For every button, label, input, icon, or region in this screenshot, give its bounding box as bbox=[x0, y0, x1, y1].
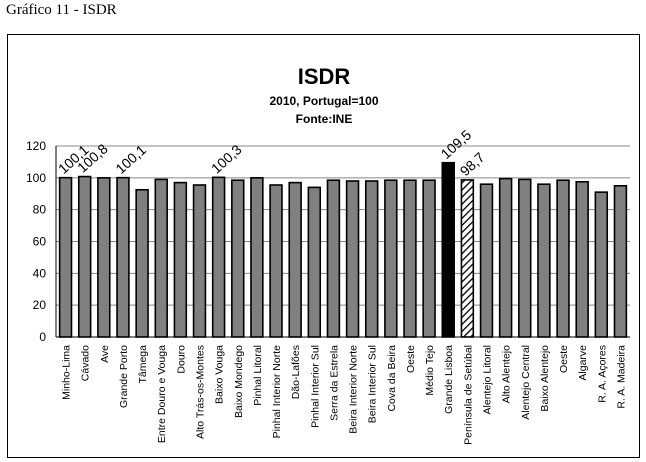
bar bbox=[116, 176, 130, 338]
chart-subtitle: 2010, Portugal=100 bbox=[269, 94, 378, 108]
bar bbox=[154, 178, 168, 338]
x-tick-label: Minho-Lima bbox=[61, 345, 73, 400]
x-tick-label: Algarve bbox=[577, 345, 589, 381]
x-tick-label: Grande Porto bbox=[118, 345, 130, 408]
bar bbox=[441, 161, 455, 338]
bar bbox=[97, 177, 111, 338]
x-tick-label: Ave bbox=[99, 345, 111, 363]
x-tick-label: Cova da Beira bbox=[386, 345, 398, 412]
bar bbox=[613, 184, 628, 338]
bar bbox=[537, 183, 551, 338]
y-tick-label: 120 bbox=[26, 139, 46, 153]
bar bbox=[345, 180, 360, 338]
bar bbox=[364, 180, 379, 338]
chart-source: Fonte:INE bbox=[296, 112, 353, 126]
bar bbox=[307, 186, 322, 338]
bar bbox=[384, 179, 398, 338]
bar bbox=[77, 175, 92, 338]
bars bbox=[58, 161, 628, 338]
y-tick-label: 100 bbox=[26, 171, 46, 185]
bar bbox=[498, 177, 513, 338]
x-tick-label: Alto Trás-os-Montes bbox=[195, 345, 207, 439]
x-tick-label: Baixo Alentejo bbox=[539, 345, 551, 412]
bar bbox=[173, 181, 188, 338]
bar bbox=[231, 179, 245, 338]
bar bbox=[211, 176, 226, 338]
x-tick-label: Alentejo Central bbox=[520, 345, 532, 420]
chart-title: ISDR bbox=[298, 64, 351, 89]
x-tick-label: Alentejo Litoral bbox=[482, 345, 494, 414]
x-tick-label: Médio Tejo bbox=[424, 345, 436, 396]
figure-caption: Gráfico 11 - ISDR bbox=[6, 2, 117, 18]
bar bbox=[556, 179, 570, 338]
x-tick-label: Beira Interior Sul bbox=[367, 345, 379, 423]
bar bbox=[288, 181, 302, 338]
y-tick-label: 80 bbox=[33, 203, 47, 217]
y-tick-label: 60 bbox=[33, 235, 47, 249]
bar bbox=[460, 179, 475, 338]
x-tick-label: Tâmega bbox=[137, 345, 149, 384]
x-tick-label: Baixo Vouga bbox=[214, 345, 226, 404]
bar bbox=[575, 181, 589, 338]
y-tick-label: 20 bbox=[33, 298, 47, 312]
bar-chart: ISDR 2010, Portugal=100 Fonte:INE 100,11… bbox=[26, 64, 630, 445]
x-tick-label: Oeste bbox=[558, 345, 570, 373]
data-label: 100,1 bbox=[112, 141, 149, 176]
bar bbox=[326, 179, 341, 338]
grid-lines bbox=[56, 145, 630, 338]
x-tick-label: Alto Alentejo bbox=[501, 345, 513, 404]
x-tick-label: R. A. Açores bbox=[596, 345, 608, 403]
x-tick-label: Douro bbox=[175, 345, 187, 374]
x-tick-label: Serra da Estrela bbox=[328, 345, 340, 421]
x-tick-label: R. A. Madeira bbox=[615, 345, 627, 409]
bar bbox=[58, 176, 73, 338]
x-tick-label: Península de Setúbal bbox=[462, 345, 474, 445]
data-label: 98,7 bbox=[457, 149, 488, 179]
x-tick-label: Pinhal Interior Norte bbox=[271, 345, 283, 439]
y-tick-label: 40 bbox=[33, 266, 47, 280]
bar bbox=[422, 179, 436, 338]
x-tick-label: Entre Douro e Vouga bbox=[156, 345, 168, 443]
x-tick-label: Dão-Lafões bbox=[290, 345, 302, 399]
x-tick-label: Baixo Mondego bbox=[233, 345, 245, 418]
x-tick-label: Pinhal Litoral bbox=[252, 345, 264, 406]
bar bbox=[594, 191, 609, 338]
x-tick-label: Oeste bbox=[405, 345, 417, 373]
x-tick-label: Pinhal Interior Sul bbox=[309, 345, 321, 428]
x-tick-label: Beira Interior Norte bbox=[348, 345, 360, 434]
x-tick-label: Cávado bbox=[80, 345, 92, 381]
chart-frame: ISDR 2010, Portugal=100 Fonte:INE 100,1 1… bbox=[7, 34, 640, 458]
bar bbox=[135, 188, 149, 338]
bar bbox=[269, 184, 283, 338]
axes: 0 20 40 60 80 100 120 Minho-Lima Cávado Ave Grande… bbox=[26, 139, 627, 445]
x-tick-label: Grande Lisboa bbox=[443, 345, 455, 414]
bar bbox=[403, 179, 417, 338]
bar bbox=[192, 184, 207, 338]
bar bbox=[479, 183, 494, 338]
bar bbox=[518, 178, 532, 338]
bar bbox=[250, 177, 264, 338]
y-tick-label: 0 bbox=[39, 330, 46, 344]
